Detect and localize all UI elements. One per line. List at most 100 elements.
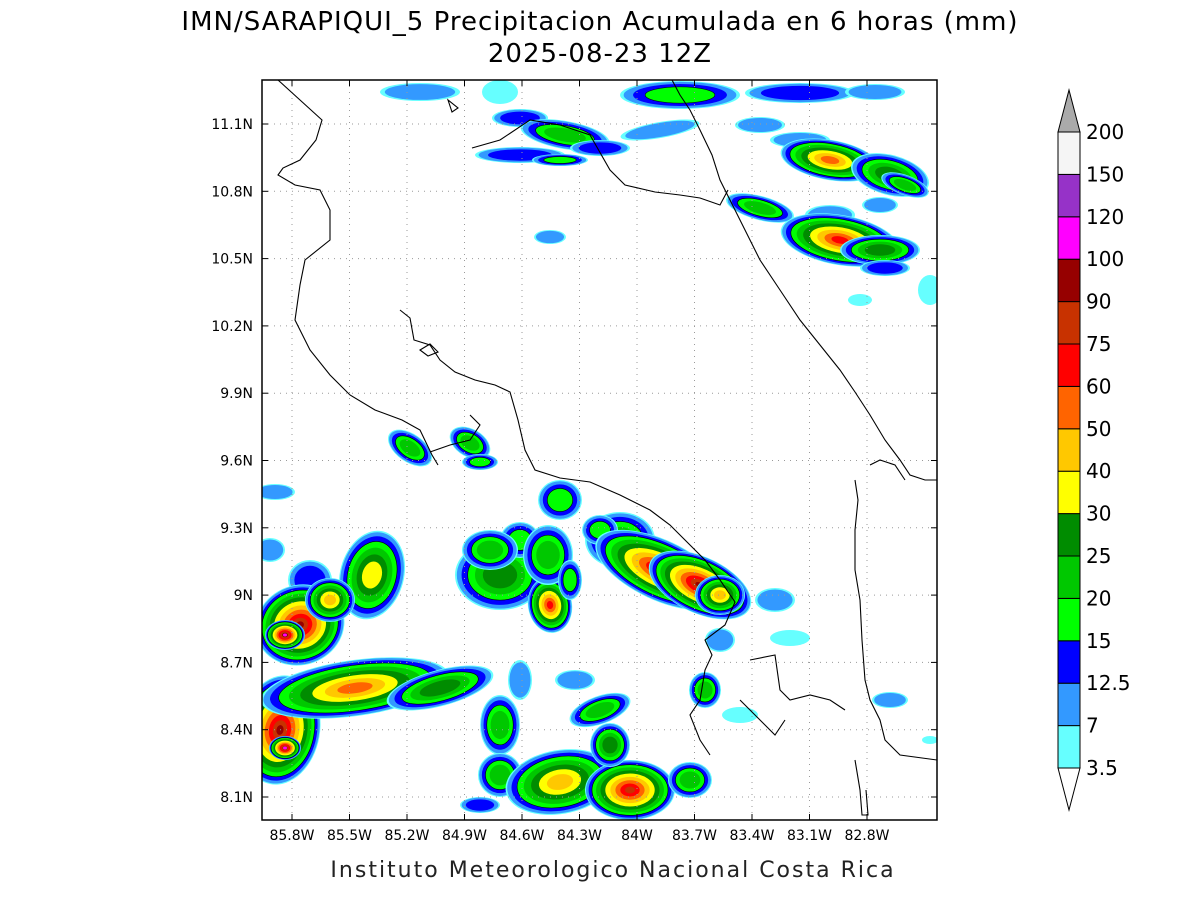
lat-tick-label: 11.1N — [211, 117, 253, 133]
colorbar-cell — [1057, 640, 1081, 684]
precip-contour — [323, 594, 337, 606]
colorbar-level-label: 200 — [1086, 120, 1124, 144]
precipitation-cell — [449, 426, 491, 460]
precip-contour — [893, 179, 917, 191]
precip-contour — [283, 746, 287, 750]
colorbar-top-arrow — [1057, 88, 1081, 133]
lon-tick-label: 83.4W — [729, 828, 774, 844]
precipitation-cell — [918, 275, 937, 305]
lon-tick-label: 83.7W — [672, 828, 717, 844]
precip-contour — [706, 629, 734, 651]
coastline-segment — [869, 459, 906, 481]
institution-footer: Instituto Meteorologico Nacional Costa R… — [330, 858, 895, 883]
precip-contour — [918, 275, 937, 305]
precip-contour — [722, 707, 758, 723]
lat-tick-label: 8.1N — [220, 790, 253, 806]
precipitation-cell — [269, 736, 301, 760]
precipitation-cell — [689, 672, 721, 708]
precip-contour — [867, 262, 903, 274]
precipitation-cell — [555, 670, 595, 690]
colorbar-cell — [1057, 682, 1081, 727]
lat-tick-label: 9.6N — [220, 454, 253, 470]
colorbar-level-label: 30 — [1086, 502, 1111, 526]
colorbar-cell — [1057, 173, 1081, 218]
precip-contour — [864, 244, 896, 256]
precipitation-cell — [860, 260, 910, 276]
precip-contour — [262, 539, 284, 561]
colorbar-cell — [1057, 597, 1081, 642]
precipitation-cell — [922, 736, 937, 744]
precipitation-cell — [338, 530, 406, 620]
map-frame — [261, 79, 938, 821]
colorbar-cell — [1057, 216, 1081, 260]
precip-contour — [744, 201, 776, 215]
precip-contour — [419, 679, 461, 697]
colorbar-level-label: 150 — [1086, 162, 1124, 186]
precip-contour — [482, 80, 518, 104]
colorbar-cell — [1057, 513, 1081, 557]
precipitation-cell — [538, 480, 582, 520]
precipitation-cell — [262, 484, 295, 500]
precip-contour — [848, 294, 872, 306]
precip-contour — [562, 568, 578, 592]
precipitation-cell — [482, 80, 518, 104]
colorbar-level-label: 100 — [1086, 247, 1124, 271]
precip-contour — [585, 701, 615, 719]
coastline-segment — [671, 80, 937, 481]
precip-contour — [361, 561, 383, 589]
precip-contour — [679, 771, 701, 789]
precip-contour — [384, 84, 456, 100]
precipitation-cell — [380, 83, 460, 101]
precipitation-cell — [770, 630, 810, 646]
lat-tick-label: 9N — [234, 588, 253, 604]
precip-contour — [535, 230, 565, 244]
precipitation-cell — [840, 235, 920, 265]
map-plot-area: 85.8W 85.5W 85.2W 84.9W 84.6W 84.3W 84W 83.7W 83… — [211, 79, 938, 844]
precip-contour — [476, 540, 504, 560]
coastline-segment — [854, 759, 869, 816]
precip-contour — [757, 589, 793, 611]
precipitation-cell — [480, 695, 520, 755]
coastline-segment — [854, 479, 937, 761]
precip-contour — [697, 681, 713, 699]
lon-tick-label: 84.9W — [442, 828, 487, 844]
colorbar-level-label: 50 — [1086, 417, 1111, 441]
precip-contour — [460, 435, 480, 451]
precipitation-colorbar: 3.5 7 12.5 15 20 25 30 40 50 60 75 90 100 120 150 200 — [1057, 88, 1131, 812]
precipitation-cell — [848, 294, 872, 306]
lon-tick-label: 82.8W — [844, 828, 889, 844]
precip-contour — [578, 142, 622, 154]
precip-contour — [848, 84, 902, 100]
precip-contour — [465, 799, 495, 811]
precipitation-cell — [569, 692, 631, 728]
precip-contour — [337, 682, 373, 694]
precipitation-cell — [262, 538, 285, 562]
coastline-segment — [419, 343, 439, 357]
lat-tick-label: 10.8N — [211, 184, 253, 200]
colorbar-bottom-arrow — [1057, 767, 1081, 812]
colorbar-level-label: 60 — [1086, 374, 1111, 398]
precipitation-cell — [388, 429, 432, 467]
precipitation-cell — [532, 154, 588, 166]
lon-tick-label: 84.3W — [557, 828, 602, 844]
colorbar-cell — [1057, 343, 1081, 387]
latitude-tick-labels: 8.1N 8.4N 8.7N 9N 9.3N 9.6N 9.9N 10.2N 10.5N 10.8… — [211, 117, 253, 806]
precip-contour — [557, 671, 593, 689]
lon-tick-label: 84.6W — [499, 828, 544, 844]
colorbar-level-label: 120 — [1086, 205, 1124, 229]
precipitation-cell — [265, 620, 305, 650]
precipitation-cell — [726, 193, 794, 223]
precipitation-cell — [305, 578, 355, 622]
precip-contour — [874, 692, 906, 708]
precip-contour — [546, 488, 574, 512]
coastline-segment — [399, 309, 736, 756]
precipitation-field — [262, 80, 937, 820]
precipitation-cell — [585, 760, 675, 820]
precip-contour — [760, 85, 840, 101]
colorbar-level-label: 90 — [1086, 290, 1111, 314]
precip-contour — [770, 630, 810, 646]
precip-contour — [509, 662, 531, 698]
colorbar-level-label: 75 — [1086, 332, 1111, 356]
precip-contour — [738, 117, 782, 133]
precip-contour — [490, 710, 510, 740]
